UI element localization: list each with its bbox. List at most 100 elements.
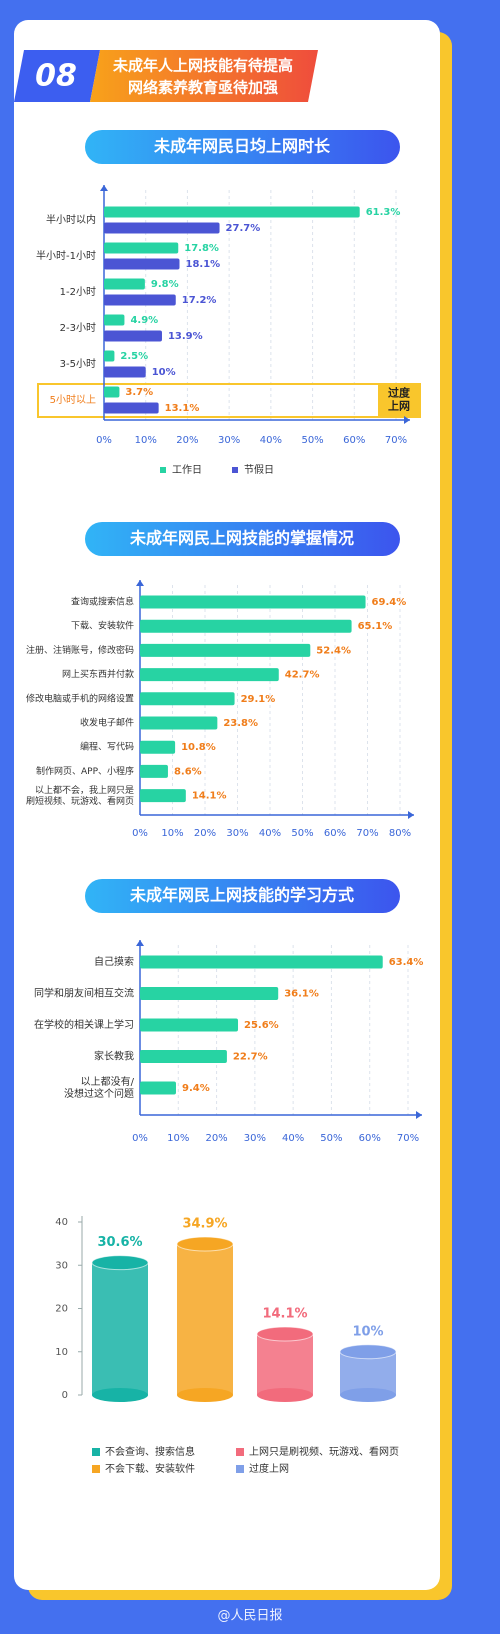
value-label: 17.2% (182, 295, 217, 306)
category-label: 同学和朋友间相互交流 (34, 987, 134, 1000)
value-label: 10.8% (181, 742, 216, 753)
value-label: 13.1% (165, 403, 200, 414)
x-tick-label: 0% (132, 828, 148, 839)
category-label: 在学校的相关课上学习 (34, 1018, 134, 1031)
category-label: 家长教我 (94, 1050, 134, 1063)
x-tick-label: 60% (343, 435, 365, 446)
legend-swatch (232, 467, 238, 473)
cylinder-top (176, 1236, 234, 1252)
category-label: 注册、注销账号，修改密码 (26, 644, 134, 656)
title-box (90, 50, 318, 102)
axis-arrow (408, 811, 414, 819)
y-tick-label: 20 (55, 1304, 68, 1315)
x-tick-label: 50% (291, 828, 313, 839)
axis-arrow (404, 416, 410, 424)
category-label: 以上都不会，我上网只是刷短视频、玩游戏、看网页 (26, 784, 134, 807)
x-tick-label: 10% (161, 828, 183, 839)
bar (104, 294, 176, 306)
x-tick-label: 30% (244, 1133, 266, 1144)
value-label: 2.5% (120, 351, 148, 362)
value-label: 18.1% (186, 259, 221, 270)
category-label: 5小时以上 (50, 394, 96, 406)
y-tick-label: 10 (55, 1347, 68, 1358)
cylinder-top (339, 1344, 397, 1360)
category-label: 查询或搜索信息 (71, 596, 134, 608)
y-tick-label: 0 (62, 1390, 68, 1401)
value-label: 17.8% (184, 243, 219, 254)
x-tick-label: 20% (205, 1133, 227, 1144)
legend-swatch (92, 1448, 100, 1456)
x-tick-label: 80% (389, 828, 411, 839)
x-tick-label: 10% (167, 1133, 189, 1144)
bar (140, 1018, 239, 1032)
value-label: 61.3% (366, 207, 401, 218)
chart-title: 未成年网民日均上网时长 (153, 137, 331, 156)
bar (140, 955, 383, 969)
x-tick-label: 60% (324, 828, 346, 839)
y-tick-label: 30 (55, 1260, 68, 1271)
x-tick-label: 30% (226, 828, 248, 839)
value-label: 65.1% (358, 621, 393, 632)
bar (104, 366, 146, 378)
legend-swatch (236, 1448, 244, 1456)
title-pill (85, 522, 400, 556)
x-tick-label: 40% (259, 828, 281, 839)
category-label: 3-5小时 (60, 358, 96, 370)
category-label: 半小时以内 (46, 213, 96, 226)
bar (104, 314, 125, 326)
value-label: 25.6% (244, 1020, 279, 1031)
value-label: 4.9% (130, 315, 158, 326)
bar (104, 402, 159, 414)
bar (257, 1334, 313, 1395)
bar (140, 619, 352, 633)
x-tick-label: 10% (135, 435, 157, 446)
x-tick-label: 40% (282, 1133, 304, 1144)
cylinder-top (91, 1255, 149, 1271)
value-label: 10% (152, 367, 176, 378)
legend-swatch (160, 467, 166, 473)
value-label: 63.4% (389, 957, 424, 968)
title-pill (85, 130, 400, 164)
category-label: 制作网页、APP、小程序 (36, 765, 134, 777)
value-label: 22.7% (233, 1052, 268, 1063)
x-tick-label: 70% (397, 1133, 419, 1144)
category-label: 编程、写代码 (80, 741, 134, 753)
bar (140, 764, 168, 778)
annotation: 过度上网 (388, 386, 411, 413)
bar (140, 716, 218, 730)
value-label: 14.1% (192, 791, 227, 802)
bar (140, 595, 366, 609)
x-tick-label: 40% (260, 435, 282, 446)
x-tick-label: 0% (132, 1133, 148, 1144)
x-tick-label: 0% (96, 435, 112, 446)
category-label: 收发电子邮件 (80, 717, 134, 729)
value-label: 14.1% (262, 1307, 307, 1322)
legend-label: 上网只是刷视频、玩游戏、看网页 (249, 1445, 399, 1458)
category-label: 自己摸索 (94, 955, 134, 968)
axis-arrow (416, 1111, 422, 1119)
title-pill (85, 879, 400, 913)
bar (140, 1081, 176, 1095)
bar (140, 740, 176, 754)
category-label: 网上买东西并付款 (62, 668, 134, 680)
value-label: 52.4% (316, 645, 351, 656)
bar (140, 789, 186, 803)
title-line: 未成年人上网技能有待提高 (112, 57, 293, 75)
value-label: 30.6% (97, 1235, 142, 1250)
bar (140, 668, 279, 682)
category-label: 2-3小时 (60, 322, 96, 334)
category-label: 1-2小时 (60, 286, 96, 298)
bar (177, 1244, 233, 1395)
axis-arrow (100, 185, 108, 191)
bar (104, 350, 115, 362)
annotation-box (378, 384, 420, 417)
category-label: 以上都没有/没想过这个问题 (64, 1075, 135, 1100)
legend-label: 不会查询、搜索信息 (105, 1445, 195, 1458)
bar (140, 692, 235, 706)
x-tick-label: 20% (194, 828, 216, 839)
bar (140, 987, 279, 1000)
x-tick-label: 30% (218, 435, 240, 446)
bar (104, 206, 360, 218)
bar (104, 258, 180, 270)
